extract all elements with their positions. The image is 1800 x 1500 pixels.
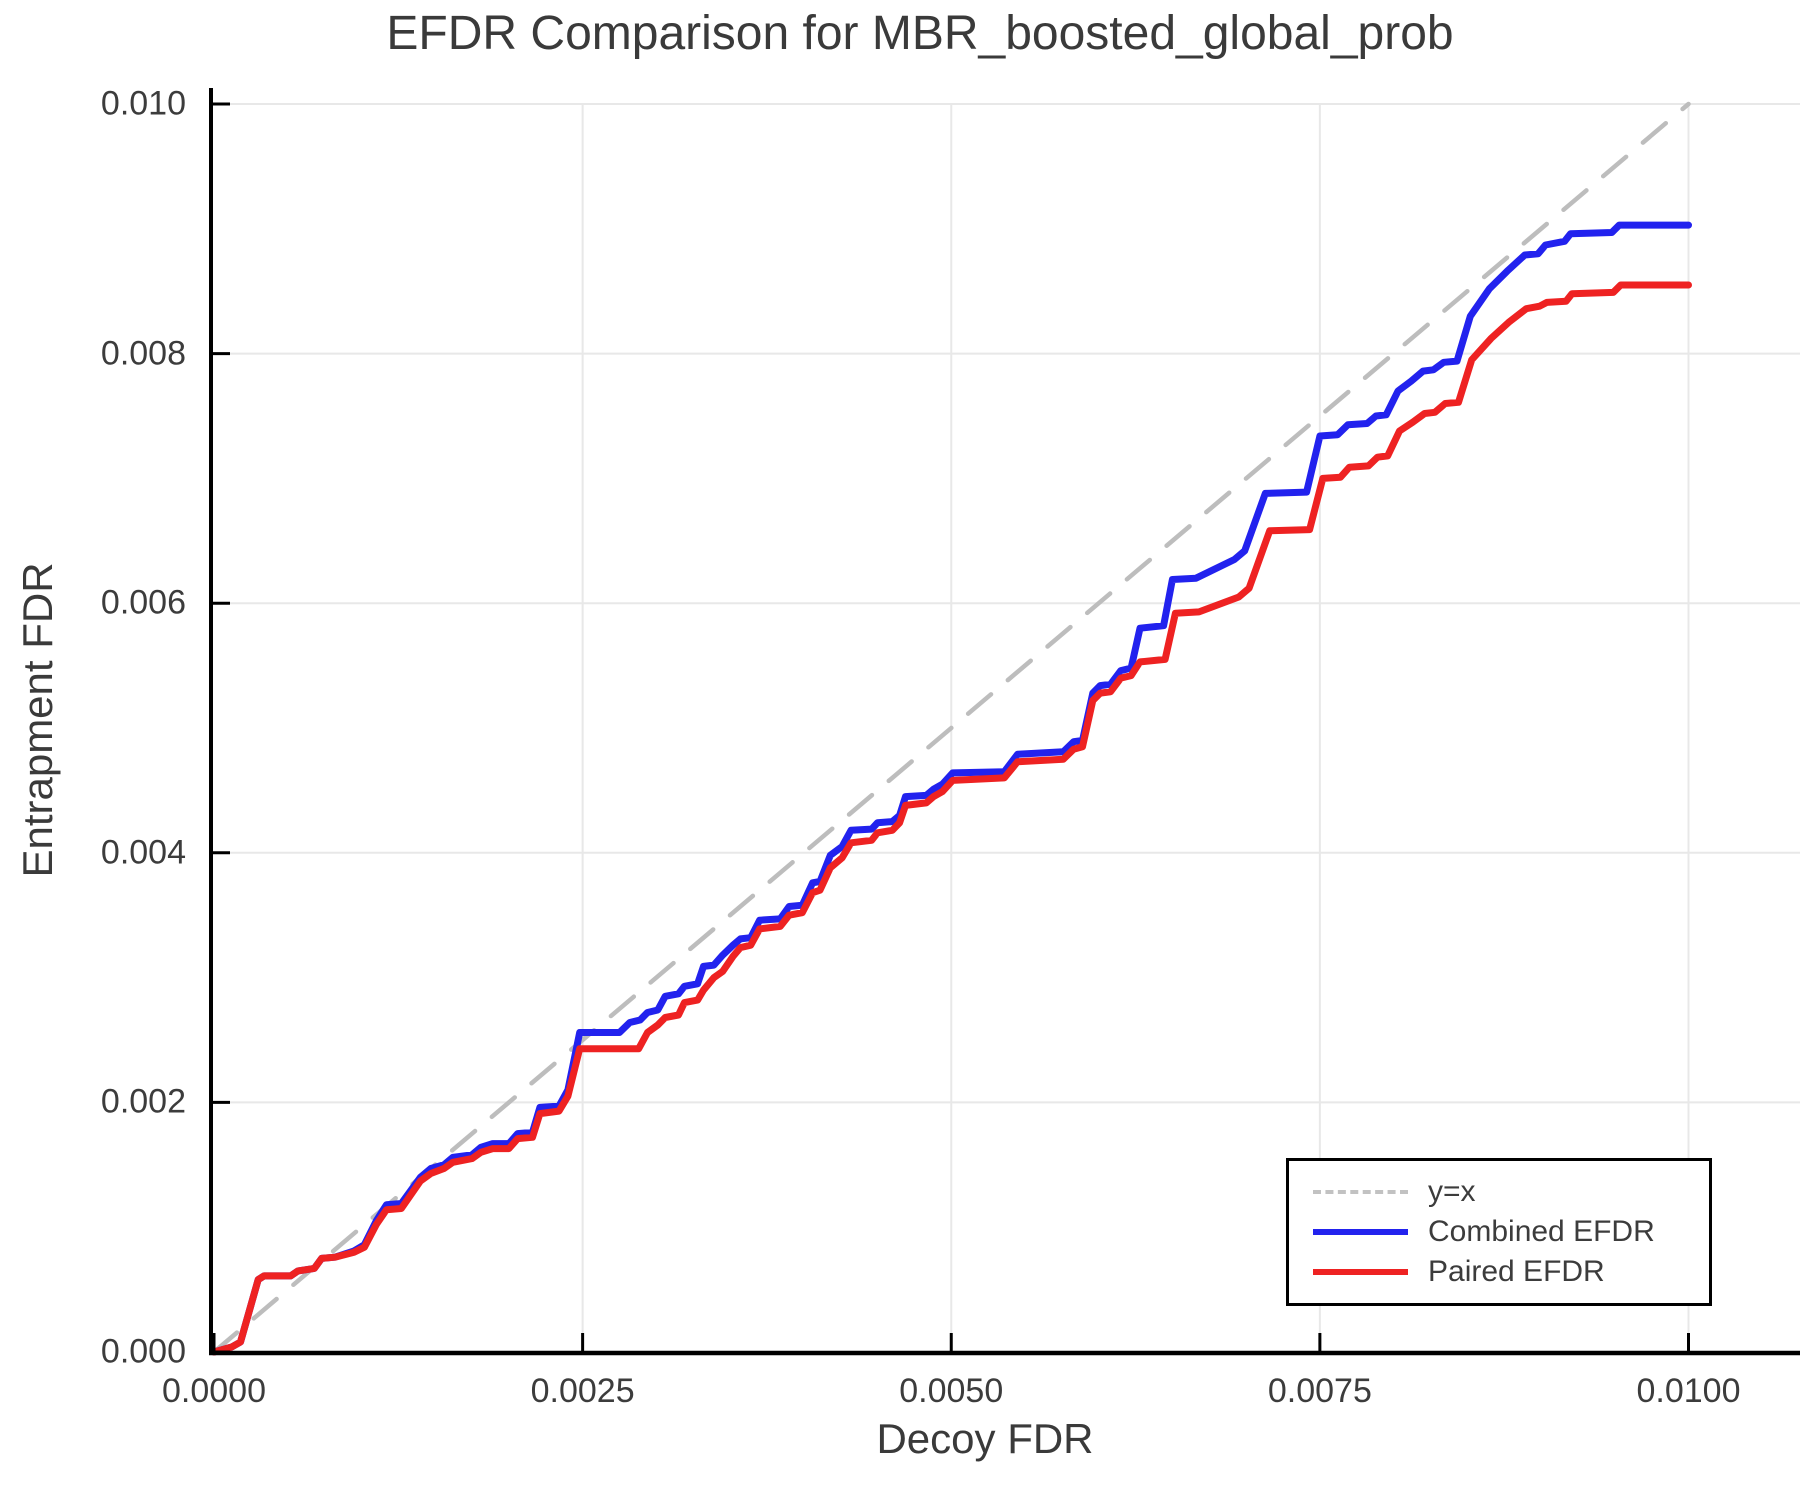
blue-line-swatch — [1313, 1229, 1408, 1235]
x-tick-label-0.0000: 0.0000 — [162, 1372, 266, 1410]
y-tick-label-0.002: 0.002 — [100, 1082, 186, 1121]
series-paired-efdr — [210, 281, 1692, 1356]
chart-title: EFDR Comparison for MBR_boosted_global_p… — [386, 7, 1454, 60]
legend-label-paired: Paired EFDR — [1428, 1255, 1605, 1288]
y-tick-label-0.010: 0.010 — [100, 84, 186, 123]
x-tick-label-0.0100: 0.0100 — [1636, 1372, 1741, 1410]
y-tick-label-0.006: 0.006 — [100, 583, 186, 622]
y-axis-label: Entrapment FDR — [14, 562, 61, 878]
x-tick-label-0.0050: 0.0050 — [899, 1372, 1004, 1410]
series-y-x — [211, 101, 1691, 1355]
axes-spines — [209, 88, 1800, 1356]
legend-box: y=x Combined EFDR Paired EFDR — [1286, 1158, 1712, 1306]
data-series — [210, 101, 1692, 1356]
y-tick-label-0.008: 0.008 — [100, 334, 186, 373]
legend-item-yx: y=x — [1313, 1175, 1709, 1209]
y-tick-label-0.000: 0.000 — [100, 1332, 186, 1371]
legend-label-yx: y=x — [1428, 1175, 1476, 1208]
gridlines — [211, 103, 1800, 1352]
y-tick-label-0.004: 0.004 — [100, 833, 186, 872]
dashed-line-swatch — [1313, 1190, 1408, 1194]
legend-item-paired: Paired EFDR — [1313, 1255, 1709, 1289]
x-tick-label-0.0075: 0.0075 — [1267, 1372, 1372, 1410]
x-tick-label-0.0025: 0.0025 — [530, 1372, 635, 1410]
x-axis-label: Decoy FDR — [876, 1415, 1094, 1462]
legend-label-combined: Combined EFDR — [1428, 1215, 1655, 1248]
red-line-swatch — [1313, 1269, 1408, 1275]
legend-item-combined: Combined EFDR — [1313, 1215, 1709, 1249]
